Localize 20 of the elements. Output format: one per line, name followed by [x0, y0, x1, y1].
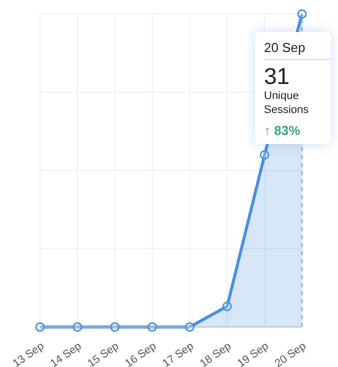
point	[222, 302, 232, 312]
point	[72, 322, 82, 332]
x-tick-label: 17 Sep	[160, 340, 196, 367]
point	[184, 322, 194, 332]
x-tick-label: 13 Sep	[10, 340, 46, 367]
annotation: 20 Sep	[264, 40, 331, 60]
x-tick-label: 19 Sep	[235, 340, 271, 367]
point	[260, 150, 270, 160]
x-tick-label: 16 Sep	[123, 340, 159, 367]
point	[148, 322, 158, 332]
x-tick-label: 20 Sep	[272, 340, 308, 367]
annotation: Unique Sessions	[264, 89, 310, 117]
annotation: ↑ 83%	[264, 123, 302, 138]
x-tick-label: 15 Sep	[86, 340, 122, 367]
x-tick-label: 18 Sep	[198, 340, 234, 367]
point	[110, 322, 120, 332]
point	[297, 9, 307, 19]
point	[35, 322, 45, 332]
x-tick-label: 14 Sep	[48, 340, 84, 367]
annotation: 31	[264, 63, 291, 89]
